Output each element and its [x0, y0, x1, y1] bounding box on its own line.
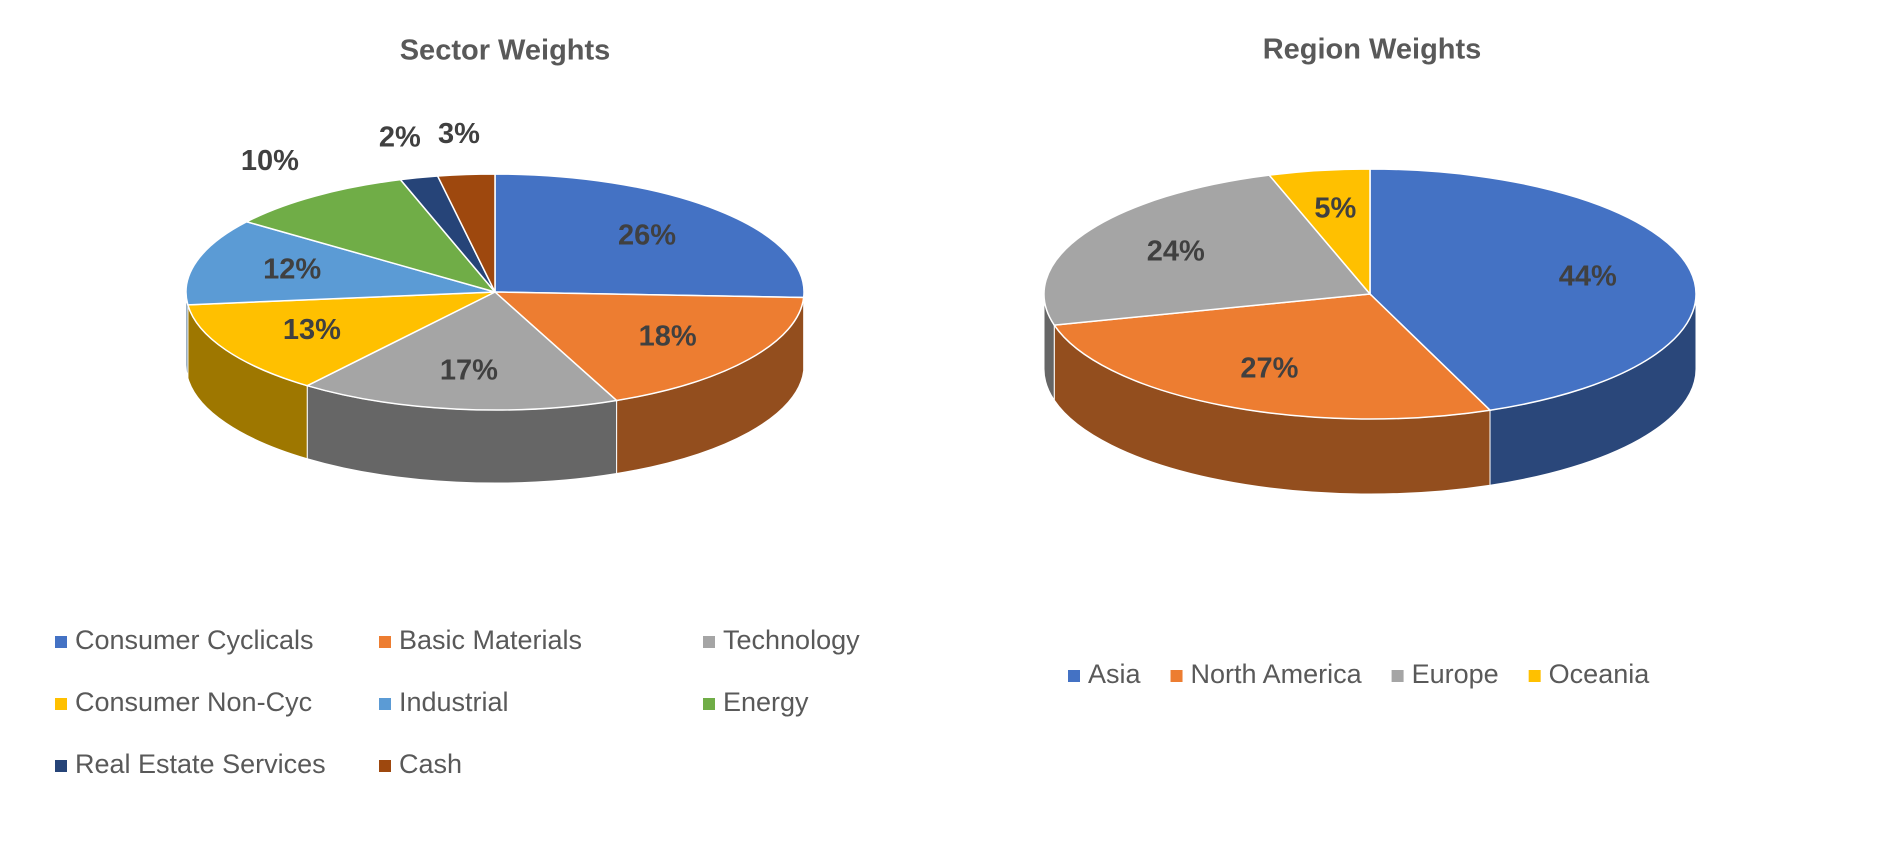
slice	[1043, 174, 1372, 326]
data-label: 44%	[1559, 261, 1617, 293]
data-label: 10%	[241, 145, 299, 177]
slice	[436, 173, 496, 293]
legend-label: Real Estate Services	[75, 749, 326, 779]
legend-label: Europe	[1412, 659, 1499, 689]
chart-title: Sector Weights	[400, 35, 611, 67]
slice	[244, 178, 498, 294]
data-label: 12%	[263, 254, 321, 286]
legend-marker	[55, 636, 67, 648]
legend-label: Cash	[399, 749, 462, 779]
slice	[494, 173, 805, 299]
slice	[1267, 168, 1371, 297]
data-label: 24%	[1147, 236, 1205, 268]
slice	[1369, 168, 1697, 412]
legend-marker	[379, 636, 391, 648]
legend-label: Technology	[723, 625, 860, 655]
slice	[1052, 293, 1492, 420]
legend-label: Asia	[1088, 659, 1142, 689]
legend-marker	[1391, 670, 1404, 682]
legend-label: Consumer Non-Cyc	[75, 687, 312, 717]
slice	[305, 291, 619, 411]
data-label: 5%	[1314, 193, 1356, 225]
legend-marker	[55, 698, 67, 710]
legend-label: Consumer Cyclicals	[75, 625, 314, 655]
legend-label: Industrial	[399, 687, 509, 717]
data-label: 27%	[1240, 352, 1298, 384]
data-label: 18%	[639, 320, 697, 352]
data-label: 3%	[438, 118, 480, 150]
legend-label: Basic Materials	[399, 625, 582, 655]
legend-marker	[55, 760, 67, 772]
data-label: 2%	[379, 122, 421, 154]
legend-marker	[703, 636, 715, 648]
data-label: 26%	[618, 219, 676, 251]
legend-marker	[1528, 670, 1541, 682]
legend-marker	[1170, 670, 1183, 682]
chart-title: Region Weights	[1263, 34, 1482, 66]
legend-marker	[1068, 670, 1080, 682]
legend-marker	[379, 760, 391, 772]
legend-label: Energy	[723, 687, 809, 717]
data-label: 13%	[283, 314, 341, 346]
legend-marker	[379, 698, 391, 710]
slice	[492, 291, 805, 402]
legend-label: North America	[1191, 659, 1363, 689]
legend-label: Oceania	[1549, 659, 1651, 689]
legend-marker	[703, 698, 715, 710]
slice	[186, 291, 496, 387]
data-label: 17%	[440, 354, 498, 386]
slice	[185, 220, 496, 306]
